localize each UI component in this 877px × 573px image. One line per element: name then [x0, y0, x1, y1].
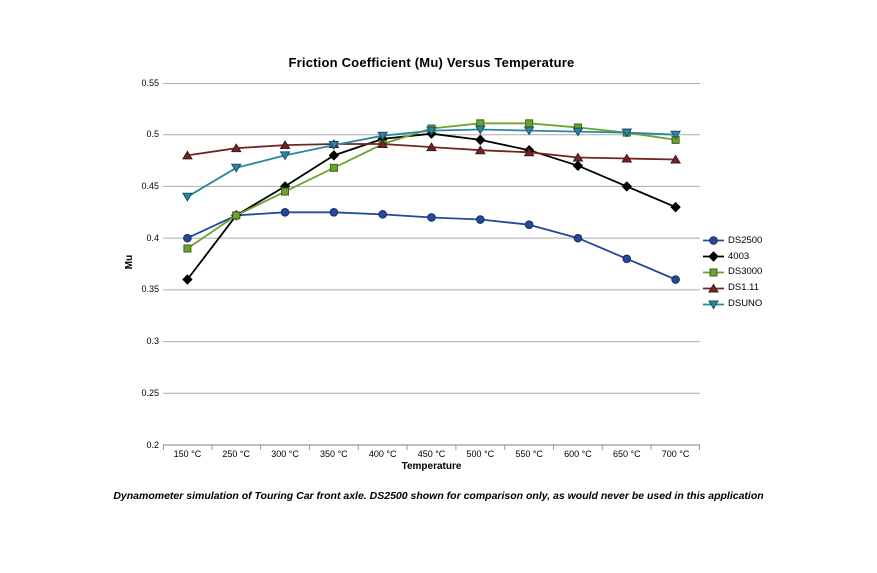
marker-DSUNO	[279, 151, 291, 161]
marker-DS1.11	[182, 150, 193, 160]
marker-DSUNO	[474, 125, 486, 135]
marker-DS1.11	[426, 142, 437, 152]
y-tick-label: 0.55	[141, 77, 159, 88]
y-tick-label: 0.4	[146, 232, 159, 243]
marker-4003	[621, 181, 632, 192]
marker-4003	[182, 274, 193, 285]
legend-item-DS3000: DS3000	[703, 265, 762, 281]
legend-item-DS1.11: DS1.11	[703, 280, 762, 296]
marker-DS2500	[671, 275, 680, 284]
x-tick-label: 650 °C	[612, 449, 641, 459]
marker-DS1.11	[279, 140, 291, 150]
marker-DS1.11	[377, 139, 389, 149]
legend-label: DS3000	[728, 266, 763, 278]
legend-marker-triangle-up-icon	[703, 283, 724, 293]
legend-item-4003: 4003	[703, 249, 762, 265]
marker-DS2500	[280, 207, 290, 217]
marker-DSUNO	[377, 131, 389, 141]
x-tick-label: 150 °C	[173, 449, 202, 459]
marker-DS2500	[573, 233, 583, 243]
marker-4003	[670, 201, 681, 213]
marker-DS1.11	[572, 152, 584, 162]
y-tick-label: 0.45	[141, 180, 159, 191]
marker-DS2500	[476, 215, 485, 224]
marker-DSUNO	[230, 163, 242, 173]
x-axis-title: Temperature	[401, 461, 462, 472]
x-tick-label: 550 °C	[515, 449, 543, 459]
series-line-DS2500	[187, 211, 676, 281]
marker-DS1.11	[523, 147, 535, 157]
marker-4003	[475, 134, 486, 146]
x-tick-label: 300 °C	[271, 449, 299, 459]
x-tick-label: 500 °C	[466, 449, 495, 459]
marker-4003	[572, 160, 584, 171]
marker-DS3000	[281, 187, 290, 196]
marker-DSUNO	[182, 192, 193, 202]
x-tick-label: 400 °C	[368, 449, 397, 459]
y-tick-label: 0.5	[146, 129, 159, 140]
series-line-4003	[186, 132, 676, 281]
legend-marker-triangle-down-icon	[703, 300, 724, 310]
marker-DSUNO	[621, 128, 633, 138]
legend-label: DS1.11	[728, 282, 759, 294]
marker-DS3000	[525, 119, 534, 128]
legend-label: 4003	[728, 250, 750, 262]
chart-title: Friction Coefficient (Mu) Versus Tempera…	[288, 55, 575, 70]
x-tick-label: 350 °C	[320, 449, 348, 459]
marker-DS3000	[232, 211, 241, 220]
plot-area	[163, 83, 700, 450]
marker-4003	[328, 150, 340, 161]
legend-item-DS2500: DS2500	[703, 233, 762, 249]
x-tick-label: 600 °C	[564, 449, 592, 459]
marker-DS1.11	[230, 143, 242, 153]
legend: DS2500 4003 DS3000 DS1.11 DSUNO	[703, 233, 762, 312]
x-tick-label: 700 °C	[661, 449, 690, 459]
marker-DS2500	[524, 220, 534, 229]
x-tick-label: 250 °C	[222, 449, 251, 459]
marker-DS2500	[427, 213, 436, 222]
legend-marker-square-icon	[703, 268, 724, 277]
marker-DSUNO	[426, 126, 437, 136]
marker-DSUNO	[572, 127, 584, 137]
legend-marker-diamond-icon	[703, 251, 724, 262]
marker-DS1.11	[670, 154, 681, 164]
x-tick-label: 450 °C	[417, 449, 446, 459]
legend-label: DSUNO	[728, 298, 763, 310]
marker-DSUNO	[328, 141, 340, 151]
y-tick-label: 0.35	[141, 284, 159, 295]
marker-DS1.11	[621, 153, 633, 163]
marker-DS2500	[622, 254, 632, 264]
marker-DS1.11	[474, 145, 486, 155]
marker-DS3000	[329, 163, 338, 172]
series-line-DS3000	[186, 122, 676, 250]
chart-caption: Dynamometer simulation of Touring Car fr…	[113, 490, 764, 502]
marker-DS2500	[183, 233, 192, 243]
marker-DS2500	[378, 210, 387, 219]
legend-marker-circle-icon	[703, 236, 724, 246]
marker-DS3000	[183, 244, 192, 253]
marker-DS2500	[329, 207, 339, 217]
legend-label: DS2500	[728, 234, 763, 246]
marker-DSUNO	[523, 126, 535, 136]
y-tick-label: 0.25	[141, 387, 159, 398]
y-tick-label: 0.3	[146, 336, 159, 347]
marker-DSUNO	[670, 130, 681, 140]
legend-item-DSUNO: DSUNO	[703, 296, 762, 312]
y-axis-title: Mu	[123, 254, 135, 270]
y-tick-label: 0.2	[146, 439, 159, 450]
